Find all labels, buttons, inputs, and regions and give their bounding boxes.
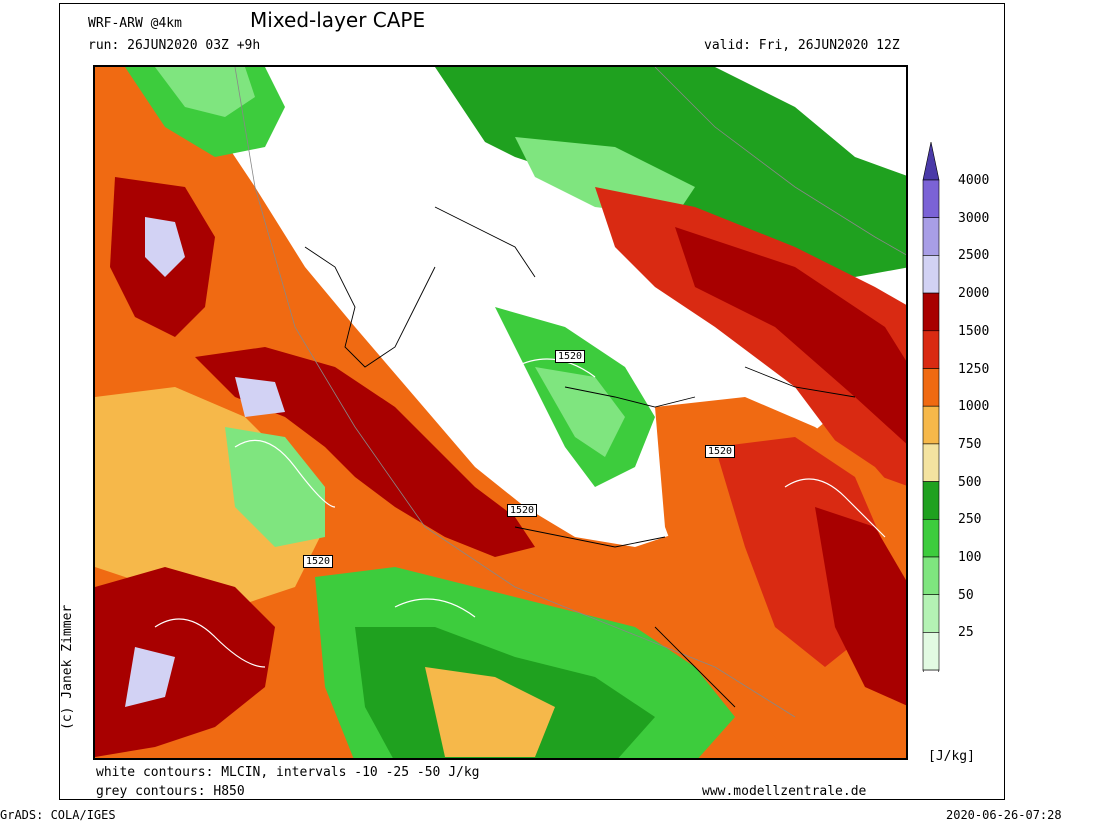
timestamp-label: 2020-06-26-07:28 [946, 808, 1062, 822]
credit-label: (c) Janek Zimmer [60, 604, 75, 730]
legend-swatch [922, 632, 940, 671]
figure-frame [59, 3, 1005, 800]
legend-swatch [922, 255, 940, 294]
legend-label: 4000 [958, 173, 990, 188]
legend-label: 2500 [958, 248, 990, 264]
white-contours-note: white contours: MLCIN, intervals -10 -25… [96, 765, 480, 780]
legend-swatch [922, 292, 940, 332]
legend-swatch [922, 518, 940, 558]
legend-swatch [922, 368, 940, 407]
legend-swatch [922, 217, 940, 256]
valid-label: valid: Fri, 26JUN2020 12Z [704, 38, 900, 53]
cape-field [95, 67, 906, 758]
contour-label: 1520 [555, 350, 586, 363]
grads-label: GrADS: COLA/IGES [0, 808, 116, 822]
legend-swatch [922, 481, 940, 520]
legend-swatch [922, 594, 940, 633]
cape-map: 1520 1520 1520 1520 [93, 65, 908, 760]
legend-label: 100 [958, 550, 982, 565]
grey-contours-note: grey contours: H850 [96, 784, 245, 799]
legend-label: 2000 [958, 286, 990, 302]
legend-top-arrow [922, 141, 940, 181]
chart-title: Mixed-layer CAPE [250, 8, 426, 32]
legend-label: 1500 [958, 323, 990, 339]
run-label: run: 26JUN2020 03Z +9h [88, 38, 261, 53]
legend-unit: [J/kg] [928, 749, 975, 764]
legend-label: 500 [958, 474, 982, 490]
legend-swatch [922, 556, 940, 596]
legend-label: 250 [958, 512, 982, 528]
legend-label: 25 [958, 625, 974, 641]
legend-label: 750 [958, 436, 982, 452]
legend-label: 1000 [958, 399, 990, 415]
color-legend [921, 141, 941, 706]
contour-label: 1520 [705, 445, 736, 458]
legend-label: 3000 [958, 210, 990, 226]
legend-swatch [922, 405, 940, 445]
contour-label: 1520 [303, 555, 334, 568]
legend-bottom-arrow [922, 669, 940, 706]
legend-swatch [922, 179, 940, 219]
legend-label: 1250 [958, 361, 990, 377]
legend-scale [922, 141, 940, 706]
legend-swatch [922, 330, 940, 369]
website-label: www.modellzentrale.de [702, 784, 867, 799]
model-label: WRF-ARW @4km [88, 16, 182, 31]
legend-swatch [922, 443, 940, 482]
contour-label: 1520 [507, 504, 538, 517]
legend-label: 50 [958, 587, 974, 603]
